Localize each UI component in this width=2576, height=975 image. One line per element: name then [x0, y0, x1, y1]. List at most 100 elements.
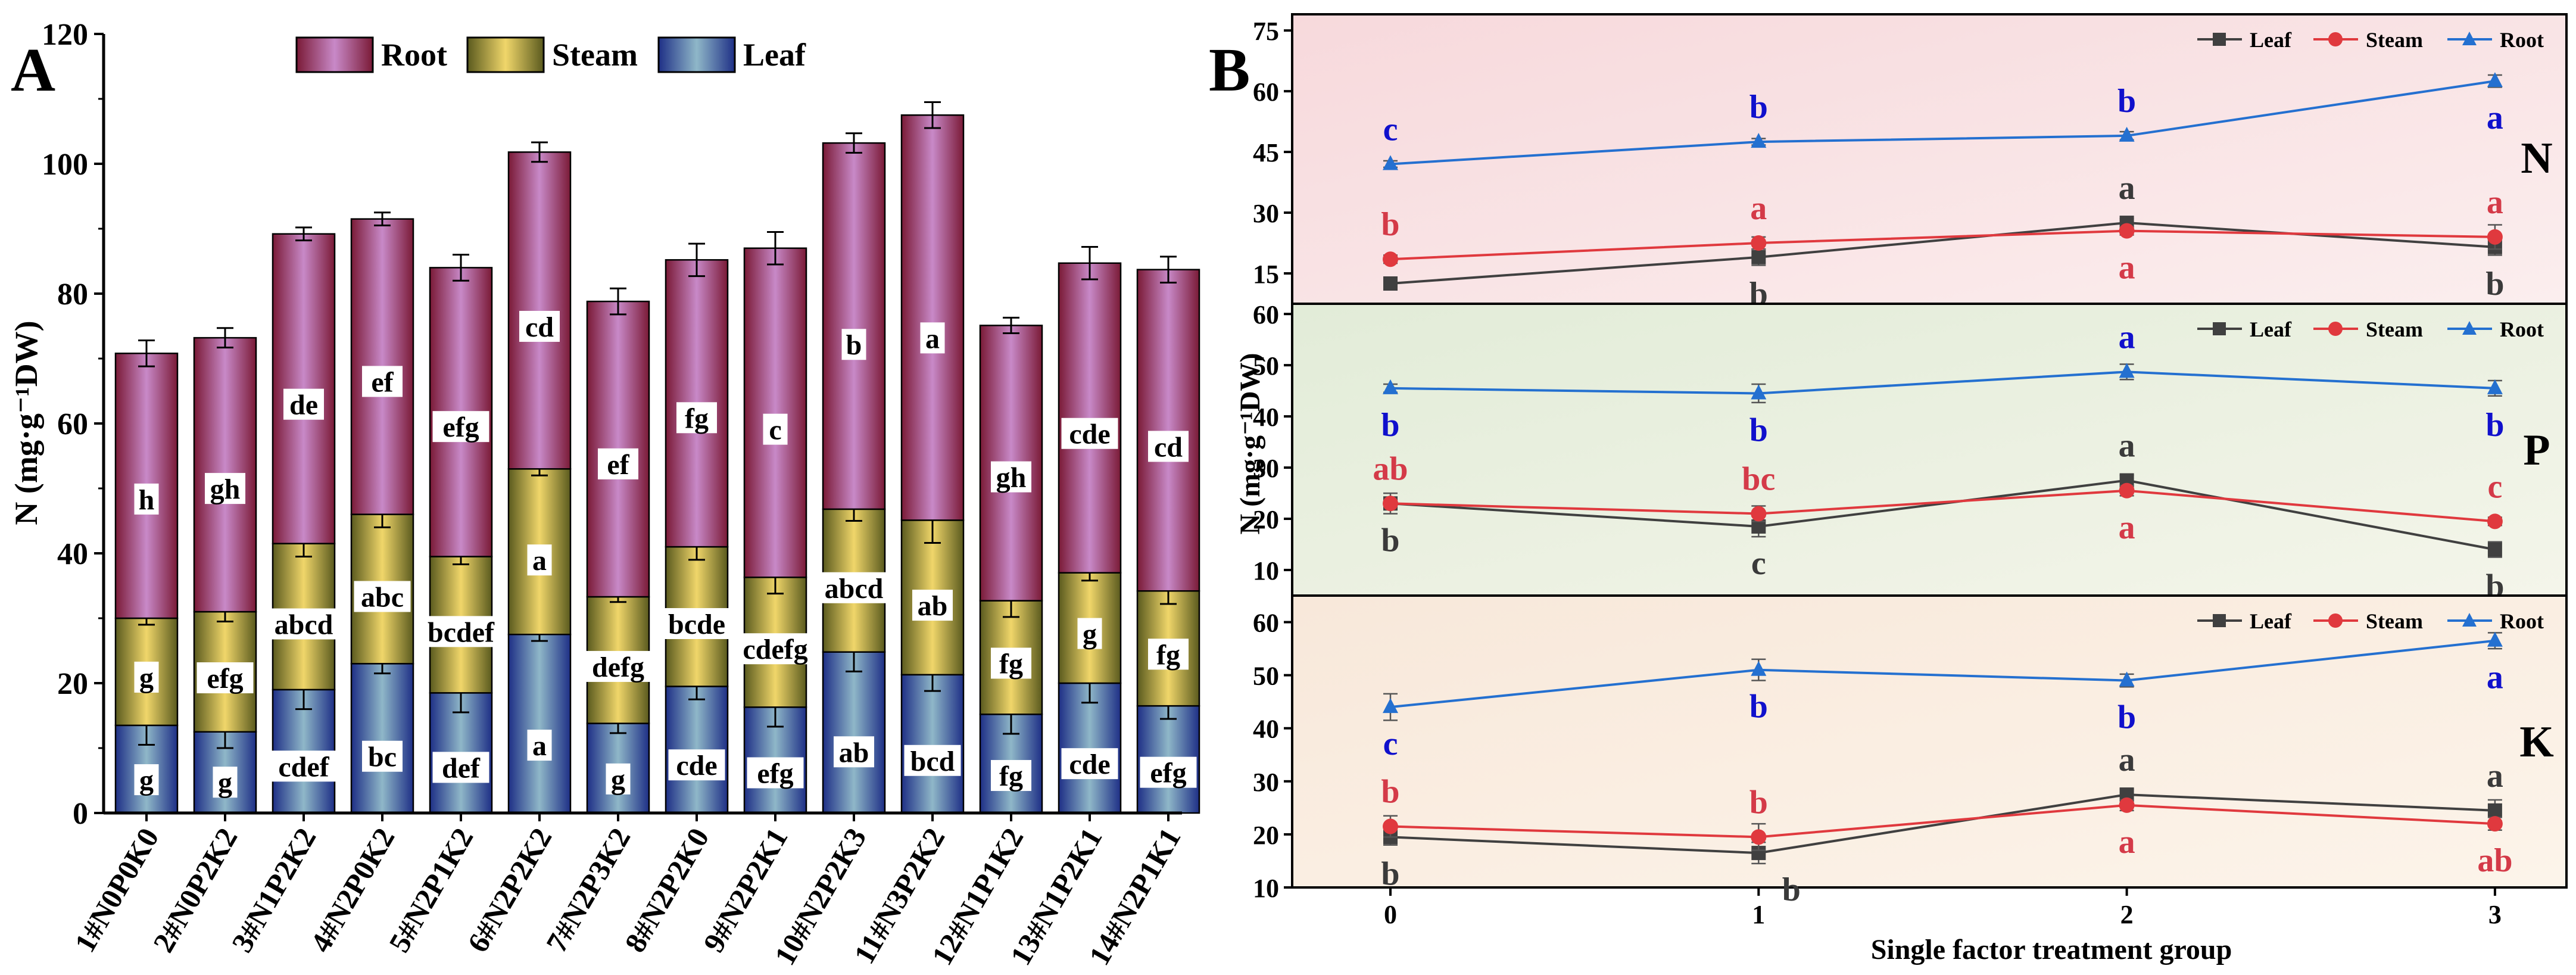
point-root — [1383, 379, 1398, 394]
panel-a-plot: 020406080100120ggh1#N0P0K0gefggh2#N0P2K2… — [42, 18, 1200, 971]
x-tick-label: 3 — [2488, 900, 2502, 929]
sig-letter-leaf: bc — [368, 742, 397, 773]
panel-b-plot: 1530456075NLeafSteamRootcbabbaaacbba1020… — [1253, 13, 2568, 929]
y-tick-label: 80 — [57, 278, 88, 311]
y-tick-label: 75 — [1253, 17, 1279, 46]
sig-letter-root: h — [139, 484, 155, 516]
sig-letter-steam: fg — [999, 648, 1023, 680]
letter-box-steam — [267, 608, 340, 640]
legend-marker-leaf — [2213, 614, 2226, 627]
sig-letter-leaf: ab — [839, 737, 869, 768]
sig-letter-steam: defg — [592, 652, 644, 683]
point-root — [1751, 133, 1767, 148]
point-steam — [2487, 513, 2503, 529]
panel-b-y-label: N (mg·g⁻¹DW) — [1234, 353, 1266, 534]
x-tick-label: 2 — [2120, 900, 2134, 929]
sig-letter-steam: fg — [1156, 639, 1180, 671]
letter-box-steam — [991, 647, 1031, 679]
y-tick-label: 0 — [73, 797, 88, 831]
sig-letter-leaf: fg — [999, 761, 1023, 792]
sig-letter-steam: bcdef — [428, 616, 495, 648]
point-root — [1751, 384, 1767, 400]
legend-marker-root — [2462, 32, 2477, 45]
panel-a-label: A — [11, 36, 55, 104]
series-line-steam — [1390, 489, 2496, 523]
sig-letter-steam: a — [532, 545, 547, 577]
legend-label-steam: Steam — [2366, 28, 2423, 52]
bar-root — [743, 247, 807, 578]
sig-letter-steam: cdefg — [743, 634, 807, 665]
bar-root — [822, 142, 886, 510]
legend-marker-leaf — [2213, 322, 2226, 335]
sig-letter-leaf: cdef — [278, 751, 329, 783]
sig-letter-leaf: efg — [1150, 758, 1186, 789]
letter-box-steam — [1148, 638, 1189, 670]
y-tick-label: 40 — [57, 537, 88, 571]
y-tick-label: 15 — [1253, 260, 1279, 289]
panel-a-y-label: N (mg·g⁻¹DW) — [8, 320, 44, 525]
legend-label-leaf: Leaf — [2250, 317, 2292, 341]
panel-a-legend: Root Steam Leaf — [295, 36, 806, 73]
sig-letter-steam: a — [2119, 509, 2135, 546]
bar-root — [1136, 269, 1200, 592]
sig-letter-leaf: b — [1381, 522, 1399, 559]
subpanel-background — [1292, 14, 2566, 304]
letter-box-root — [676, 402, 717, 434]
y-tick-label: 20 — [1253, 821, 1279, 850]
sig-letter-leaf: a — [2119, 742, 2135, 778]
bar-leaf — [350, 663, 414, 814]
legend-label-steam: Steam — [2366, 609, 2423, 633]
letter-box-leaf — [134, 764, 159, 796]
y-tick-label: 30 — [1253, 199, 1279, 228]
sig-letter-root: b — [1749, 689, 1768, 725]
legend-marker-leaf — [2213, 33, 2226, 46]
sig-letter-root: b — [846, 329, 862, 361]
sig-letter-leaf: g — [139, 765, 154, 796]
sig-letter-steam: g — [139, 662, 154, 694]
point-root — [2487, 631, 2503, 647]
sig-letter-leaf: b — [1381, 855, 1399, 892]
sig-letter-steam: abcd — [275, 609, 333, 641]
point-steam — [1383, 818, 1398, 834]
y-tick-label: 45 — [1253, 138, 1279, 167]
legend-swatch-steam — [466, 36, 545, 73]
y-tick-label: 30 — [1253, 768, 1279, 797]
legend-label-root: Root — [2500, 317, 2544, 341]
letter-box-leaf — [267, 750, 340, 782]
sig-letter-root: gh — [210, 474, 241, 505]
letter-box-leaf — [362, 740, 403, 772]
point-root — [1383, 698, 1398, 714]
legend-label-root: Root — [2500, 28, 2544, 52]
legend-marker-steam — [2328, 32, 2343, 46]
series-line-steam — [1390, 803, 2496, 839]
point-steam — [1751, 235, 1767, 251]
series-line-root — [1390, 370, 2495, 395]
letter-box-root — [134, 483, 159, 515]
letter-box-root — [841, 329, 866, 360]
series-line-steam — [1390, 229, 2495, 261]
sig-letter-steam: ab — [2477, 842, 2512, 879]
x-tick-label: 0 — [1384, 900, 1397, 929]
point-steam — [1383, 251, 1398, 267]
point-root — [1383, 155, 1398, 170]
sig-letter-steam: a — [1750, 190, 1767, 227]
point-leaf — [2487, 803, 2502, 818]
letter-box-root — [763, 413, 788, 445]
sig-letter-root: c — [1383, 111, 1398, 148]
sig-letter-leaf: b — [1782, 871, 1801, 908]
sig-letter-steam: b — [1749, 784, 1768, 821]
legend-label-leaf: Leaf — [2250, 28, 2292, 52]
sig-letter-steam: b — [1381, 206, 1399, 243]
sig-letter-steam: g — [1083, 619, 1097, 650]
sig-letter-root: de — [289, 390, 318, 421]
sig-letter-root: cde — [1069, 419, 1110, 450]
sig-letter-leaf: cde — [676, 750, 717, 781]
sig-letter-steam: bcde — [668, 609, 725, 640]
y-tick-label: 60 — [1253, 300, 1279, 329]
sig-letter-leaf: g — [218, 767, 232, 799]
point-root — [2487, 72, 2503, 88]
point-root — [1751, 661, 1767, 676]
point-leaf — [2487, 542, 2502, 557]
y-tick-label: 40 — [1253, 715, 1279, 744]
